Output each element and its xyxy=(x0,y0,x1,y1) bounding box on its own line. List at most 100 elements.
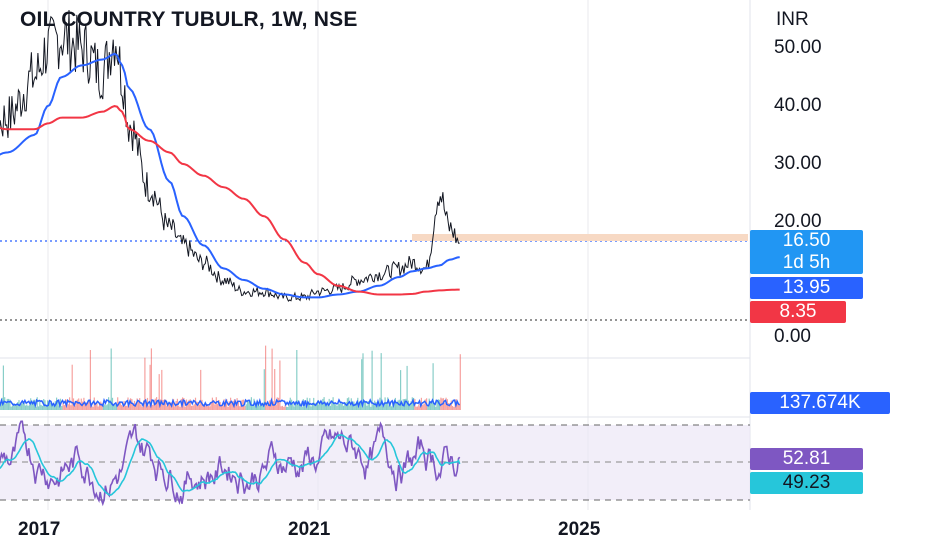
volume-bar xyxy=(95,403,97,410)
volume-bar xyxy=(4,397,6,410)
volume-bar xyxy=(416,406,419,410)
volume-bar xyxy=(220,405,223,410)
volume-bar xyxy=(437,399,439,410)
volume-bar xyxy=(193,404,195,410)
volume-bar xyxy=(371,350,373,410)
volume-bar xyxy=(174,406,176,410)
volume-bar xyxy=(393,402,395,410)
volume-bar xyxy=(109,399,111,410)
volume-bar xyxy=(169,401,171,410)
volume-bar xyxy=(450,400,452,410)
volume-bar xyxy=(198,404,200,410)
volume-bar xyxy=(263,369,265,410)
resistance-zone xyxy=(412,234,748,241)
volume-bar xyxy=(432,363,434,410)
volume-bar xyxy=(394,397,396,410)
volume-bar xyxy=(19,405,21,410)
volume-bar xyxy=(431,401,433,410)
volume-bar xyxy=(361,359,363,410)
volume-bar xyxy=(246,400,249,410)
volume-bar xyxy=(396,401,398,410)
volume-bar xyxy=(137,401,139,410)
volume-bar xyxy=(380,353,382,410)
volume-bar xyxy=(128,406,130,410)
volume-bar xyxy=(27,405,29,410)
rsi-line xyxy=(0,420,461,507)
volume-bar xyxy=(32,399,34,410)
volume-bar xyxy=(254,406,256,410)
volume-bar xyxy=(118,401,120,410)
volume-bar xyxy=(76,399,78,410)
volume-bar xyxy=(400,370,402,410)
volume-bar xyxy=(57,400,59,410)
volume-bar xyxy=(69,397,71,410)
volume-bar xyxy=(237,400,239,410)
volume-bar xyxy=(63,405,65,410)
volume-bar xyxy=(117,397,119,410)
volume-bar xyxy=(179,406,181,410)
volume-bar xyxy=(448,403,450,410)
volume-bar xyxy=(262,402,264,410)
volume-bar xyxy=(444,402,446,410)
volume-bar xyxy=(329,405,332,410)
volume-bar xyxy=(21,403,23,410)
volume-bar xyxy=(424,399,426,410)
volume-bar xyxy=(2,365,4,410)
volume-bar xyxy=(427,406,429,410)
volume-bar xyxy=(74,405,76,410)
volume-bar xyxy=(0,403,2,410)
volume-bar xyxy=(259,403,261,410)
volume-bar xyxy=(285,406,287,410)
price-tick-0: 0.00 xyxy=(774,326,811,347)
volume-bar xyxy=(58,405,60,410)
volume-bar xyxy=(367,401,369,410)
volume-bar xyxy=(88,399,90,410)
volume-bar xyxy=(207,405,210,410)
volume-bar xyxy=(40,404,42,410)
volume-bar xyxy=(401,403,403,410)
volume-bar xyxy=(374,400,376,410)
volume-bar xyxy=(136,398,138,410)
volume-bar xyxy=(162,400,164,410)
volume-bar xyxy=(110,348,112,410)
volume-bar xyxy=(192,405,194,410)
volume-bar xyxy=(230,397,232,410)
volume-bar xyxy=(144,357,146,410)
volume-bar xyxy=(429,401,432,410)
volume-bar xyxy=(96,401,98,410)
volume-ma-line xyxy=(0,397,461,409)
volume-bar xyxy=(167,404,169,410)
volume-bar xyxy=(39,400,41,410)
volume-bar xyxy=(271,348,273,410)
volume-bar xyxy=(331,400,333,410)
volume-bar xyxy=(226,399,228,410)
volume-bar xyxy=(130,398,132,410)
volume-bar xyxy=(196,401,198,410)
volume-bar xyxy=(8,398,10,410)
volume-bar xyxy=(370,406,372,410)
volume-bar xyxy=(337,403,339,410)
volume-bar xyxy=(11,405,14,410)
volume-bar xyxy=(108,397,110,410)
volume-bar xyxy=(349,405,351,410)
volume-bar xyxy=(333,403,335,410)
volume-bar xyxy=(153,399,155,410)
price-tick-30: 30.00 xyxy=(774,153,822,174)
volume-bar xyxy=(378,404,380,410)
volume-bar xyxy=(287,407,289,410)
volume-bar xyxy=(14,404,16,410)
volume-bar xyxy=(305,403,307,410)
volume-bar xyxy=(359,401,361,410)
volume-bar xyxy=(388,405,390,410)
volume-bar xyxy=(132,404,134,410)
volume-bar xyxy=(166,406,168,410)
volume-bar xyxy=(79,402,81,410)
sma_slow-line xyxy=(0,105,460,296)
volume-bar xyxy=(178,405,180,410)
volume-bar xyxy=(78,398,80,410)
volume-bar xyxy=(459,354,461,410)
volume-bar xyxy=(100,401,102,410)
volume-bar xyxy=(10,406,12,410)
volume-bar xyxy=(280,406,282,410)
